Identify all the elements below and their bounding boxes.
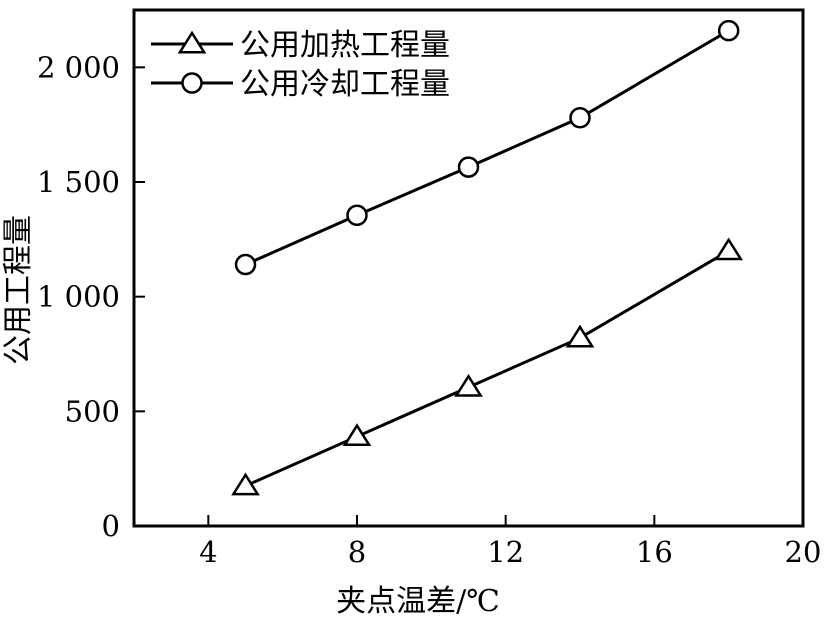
y-tick-label: 0 [102,509,120,543]
legend-label: 公用加热工程量 [240,28,450,63]
data-point-triangle [565,324,595,348]
x-tick-label: 8 [348,535,366,569]
legend-label: 公用冷却工程量 [240,67,450,102]
data-point-circle [234,253,257,276]
data-point-circle [457,156,480,178]
data-point-triangle [714,237,744,261]
x-axis-title: 夹点温差/℃ [336,584,500,619]
data-point-circle [717,19,740,42]
x-tick-label: 4 [199,535,217,569]
y-tick-label: 500 [65,394,120,428]
y-tick-label: 2 000 [37,50,120,84]
y-tick-label: 1 000 [37,280,120,314]
series-line-2 [244,29,730,266]
x-tick-label: 12 [487,535,524,569]
data-point-triangle [454,373,483,397]
y-axis: 0 500 1 000 1 500 2 000 [37,50,145,543]
data-point-circle [569,107,591,129]
legend-marker-circle [181,72,203,94]
series-layer [231,19,744,496]
legend-marker-triangle [177,30,207,54]
data-point-triangle [231,472,260,496]
x-tick-label: 20 [785,535,822,569]
plot-frame [132,8,805,528]
data-point-triangle [342,423,372,447]
data-point-circle [346,204,368,227]
y-axis-title: 公用工程量 [1,215,36,365]
x-tick-label: 16 [636,535,673,569]
y-tick-label: 1 500 [37,165,120,199]
x-axis: 4 8 12 16 20 [199,515,821,569]
series-line-1 [244,249,730,488]
